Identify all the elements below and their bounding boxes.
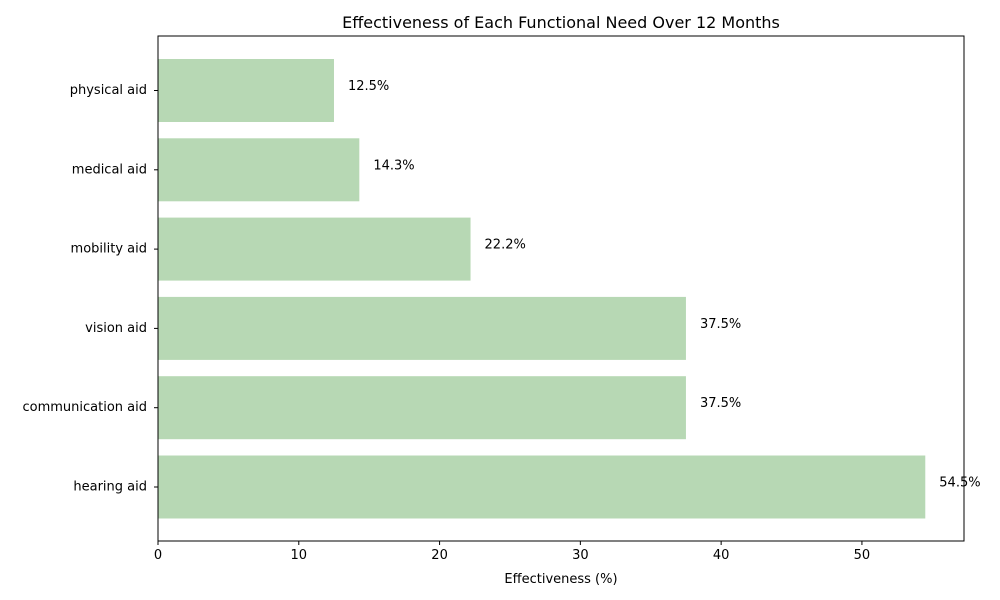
data-label-communication-aid: 37.5% <box>700 396 741 411</box>
y-axis: hearing aid communication aid vision aid mo… <box>23 83 158 495</box>
data-label-vision-aid: 37.5% <box>700 317 741 332</box>
x-tick-label: 10 <box>291 548 308 563</box>
bars-layer <box>158 59 926 519</box>
x-tick-label: 20 <box>431 548 448 563</box>
data-label-medical-aid: 14.3% <box>373 158 414 173</box>
data-label-mobility-aid: 22.2% <box>485 238 526 253</box>
x-axis: 0 10 20 30 40 50 <box>154 541 870 563</box>
x-tick-label: 0 <box>154 548 162 563</box>
y-tick-label: communication aid <box>23 400 148 415</box>
bar-medical-aid <box>158 138 360 202</box>
x-tick-label: 50 <box>854 548 871 563</box>
chart-title: Effectiveness of Each Functional Need Ov… <box>342 13 780 32</box>
bar-vision-aid <box>158 296 686 360</box>
x-tick-label: 30 <box>572 548 589 563</box>
labels-layer: 54.5% 37.5% 37.5% 22.2% 14.3% 12.5% <box>348 79 981 491</box>
data-label-physical-aid: 12.5% <box>348 79 389 94</box>
y-tick-label: medical aid <box>72 162 147 177</box>
x-tick-label: 40 <box>713 548 730 563</box>
bar-mobility-aid <box>158 217 471 281</box>
data-label-hearing-aid: 54.5% <box>939 476 980 491</box>
bar-hearing-aid <box>158 455 926 519</box>
plot-frame <box>157 35 965 542</box>
y-tick-label: physical aid <box>70 83 147 98</box>
bar-communication-aid <box>158 376 686 440</box>
x-axis-label: Effectiveness (%) <box>504 572 617 587</box>
bar-physical-aid <box>158 59 334 122</box>
y-tick-label: hearing aid <box>73 480 147 495</box>
y-tick-label: vision aid <box>85 321 147 336</box>
y-tick-label: mobility aid <box>71 242 147 257</box>
